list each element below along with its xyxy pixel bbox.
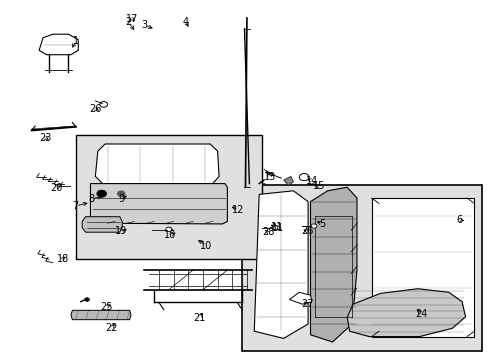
- Circle shape: [84, 298, 89, 301]
- Text: 14: 14: [305, 176, 318, 186]
- Text: 4: 4: [183, 17, 188, 27]
- Text: 24: 24: [414, 309, 427, 319]
- Text: 11: 11: [271, 222, 284, 233]
- Polygon shape: [310, 187, 356, 342]
- Polygon shape: [71, 310, 131, 320]
- Text: 27: 27: [300, 299, 313, 309]
- Bar: [242, 185, 481, 351]
- Text: 20: 20: [50, 183, 62, 193]
- Polygon shape: [346, 289, 465, 337]
- Circle shape: [271, 225, 277, 230]
- Circle shape: [310, 224, 316, 228]
- Text: 18: 18: [56, 254, 69, 264]
- Text: 23: 23: [39, 132, 51, 143]
- Circle shape: [97, 190, 106, 197]
- Polygon shape: [90, 184, 227, 224]
- Text: 17: 17: [125, 14, 138, 24]
- Text: 3: 3: [142, 20, 147, 30]
- Polygon shape: [95, 144, 219, 184]
- Text: 5: 5: [319, 219, 325, 229]
- Polygon shape: [254, 191, 307, 338]
- Polygon shape: [39, 34, 78, 55]
- Text: 26: 26: [300, 226, 313, 236]
- Text: 16: 16: [163, 230, 176, 240]
- Text: 25: 25: [100, 302, 113, 312]
- Polygon shape: [82, 217, 122, 232]
- Text: 11: 11: [270, 222, 283, 232]
- Circle shape: [165, 227, 171, 231]
- Text: 10: 10: [200, 240, 212, 251]
- Text: 22: 22: [105, 323, 118, 333]
- Text: 8: 8: [89, 194, 95, 204]
- Text: 9: 9: [118, 194, 124, 204]
- Text: 2: 2: [125, 17, 131, 27]
- Text: 12: 12: [232, 204, 244, 215]
- Circle shape: [117, 191, 125, 197]
- Text: 26: 26: [89, 104, 102, 114]
- Text: 7: 7: [73, 201, 79, 211]
- Text: 15: 15: [312, 181, 325, 192]
- Text: 1: 1: [73, 36, 79, 46]
- Text: 28: 28: [261, 227, 274, 237]
- Text: 13: 13: [263, 172, 276, 182]
- Text: 21: 21: [193, 312, 205, 323]
- Polygon shape: [289, 292, 311, 304]
- Polygon shape: [283, 176, 293, 185]
- Polygon shape: [371, 198, 473, 337]
- Text: 19: 19: [115, 226, 127, 236]
- Text: 6: 6: [456, 215, 462, 225]
- Circle shape: [299, 174, 308, 181]
- Bar: [76, 135, 261, 259]
